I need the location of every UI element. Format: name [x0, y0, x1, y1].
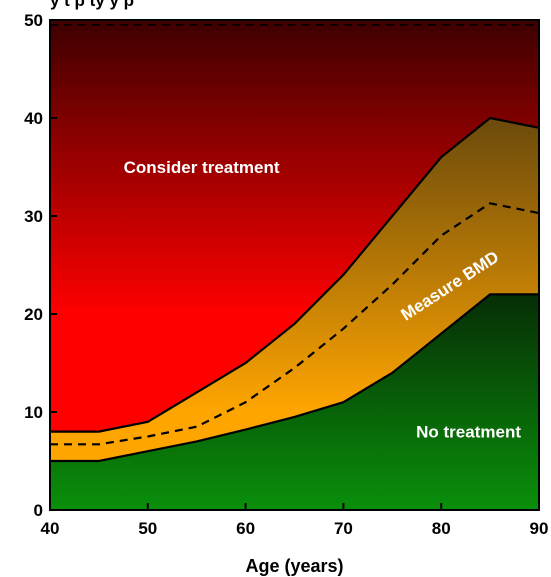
y-tick-label: 10 — [24, 403, 43, 422]
plot-frame — [49, 19, 540, 511]
lower-threshold-line — [50, 293, 539, 463]
y-tick-label: 40 — [24, 109, 43, 128]
y-tick-label: 30 — [24, 207, 43, 226]
y-tick-label: 50 — [24, 11, 43, 30]
x-tick-label: 70 — [334, 519, 353, 538]
region-measure-bmd — [50, 118, 539, 461]
x-axis-title: Age (years) — [245, 556, 343, 576]
x-tick-label: 90 — [530, 519, 549, 538]
x-tick-label: 40 — [41, 519, 60, 538]
upper-threshold-line — [50, 116, 539, 433]
y-tick-label: 0 — [34, 501, 43, 520]
x-tick-label: 60 — [236, 519, 255, 538]
chart-title-cut: y t p ty y p — [50, 0, 134, 10]
y-tick-label: 20 — [24, 305, 43, 324]
label-no-treatment: No treatment — [416, 422, 521, 441]
region-no-treatment — [50, 294, 539, 510]
label-consider-treatment: Consider treatment — [124, 158, 280, 177]
intervention-threshold-line — [50, 202, 539, 446]
x-tick-label: 50 — [138, 519, 157, 538]
plot-area — [50, 20, 539, 510]
axis-ticks: 0 10 20 30 40 50 40 50 60 70 80 90 — [24, 11, 548, 538]
x-tick-label: 80 — [432, 519, 451, 538]
